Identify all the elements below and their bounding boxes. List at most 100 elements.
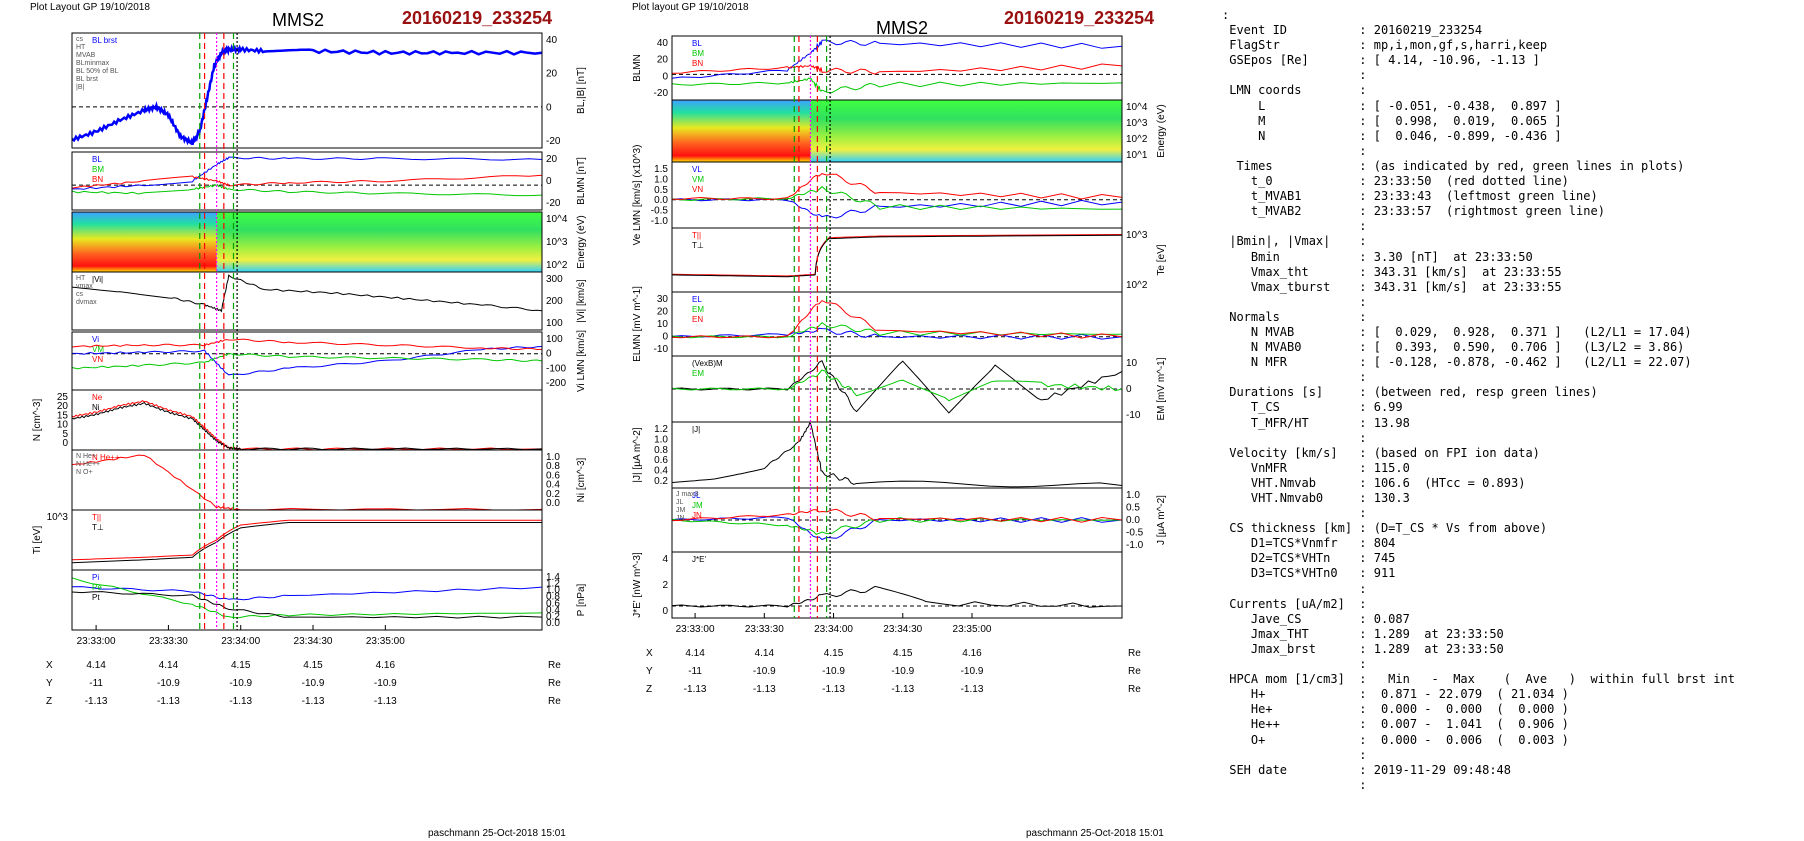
series-label: VM (692, 175, 704, 184)
summary-row: : (1222, 748, 1802, 763)
y-tick-label: 1.0 (1126, 490, 1140, 501)
spectrogram-post (216, 212, 542, 272)
summary-value: : [ -0.051, -0.438, 0.897 ] (1359, 98, 1562, 113)
y-tick-label: -10 (1126, 410, 1141, 421)
summary-key: |Bmin|, |Vmax| (1222, 234, 1360, 249)
summary-key: He+ (1222, 702, 1360, 717)
y-axis-label: EM [mV m^-1] (1156, 357, 1167, 420)
y-axis-label: P [nPa] (576, 583, 587, 616)
series--j- (671, 422, 1123, 488)
series-label: BN (692, 59, 703, 68)
summary-value: : (1359, 747, 1367, 762)
legend-entry: JL (676, 499, 684, 506)
summary-key: M (1222, 113, 1360, 128)
summary-key: GSEpos [Re] (1222, 53, 1360, 68)
summary-value: : 343.31 [km/s] at 23:33:55 (1359, 264, 1562, 279)
y-axis-label: |J| [µA m^-2] (632, 427, 643, 482)
summary-value: : (1359, 657, 1367, 672)
summary-key: N MFR (1222, 355, 1360, 370)
y-tick-label: 20 (546, 154, 558, 165)
summary-value: : 343.31 [km/s] at 23:33:55 (1359, 279, 1562, 294)
y-axis-label: Ve LMN [km/s] (x10^3) (632, 145, 643, 246)
summary-row: GSEpos [Re] : [ 4.14, -10.96, -1.13 ] (1222, 53, 1802, 68)
summary-value: : (1359, 430, 1367, 445)
position-value: -1.13 (229, 696, 252, 707)
series-bl-brst (71, 43, 543, 146)
legend-entry: cs (76, 36, 84, 43)
position-unit: Re (1128, 684, 1141, 695)
summary-key (1222, 778, 1359, 793)
y-tick-label: 10^3 (546, 237, 568, 248)
position-row-label: Y (46, 678, 53, 689)
left-plot-header: Plot Layout GP 19/10/2018 (30, 2, 150, 13)
y-tick-label: -1.0 (1126, 540, 1144, 551)
summary-row: : (1222, 144, 1802, 159)
summary-row: CS thickness [km] : (D=T_CS * Vs from ab… (1222, 521, 1802, 536)
series-label: T⊥ (692, 241, 704, 250)
position-value: -10.9 (157, 678, 180, 689)
summary-row: T_CS : 6.99 (1222, 400, 1802, 415)
series-vl (671, 198, 1123, 219)
summary-key (1222, 748, 1359, 763)
series-label: Pt (92, 593, 100, 602)
summary-row: : (1222, 219, 1802, 234)
series-vm (71, 352, 543, 370)
y-tick-label: 0.8 (546, 461, 560, 472)
summary-row: : (1222, 582, 1802, 597)
series-label: BM (92, 165, 104, 174)
y-tick-label: 100 (546, 334, 563, 345)
position-value: 4.15 (231, 660, 251, 671)
y-tick-label: 1.2 (546, 579, 560, 590)
position-value: -10.9 (961, 666, 984, 677)
position-value: -11 (89, 678, 103, 689)
spectrogram-pre (672, 100, 811, 162)
y-tick-label: 1.5 (654, 164, 668, 175)
summary-value: : (1359, 294, 1367, 309)
panel-right-2: 10^4 10^3 10^2 10^1 Energy (eV) (671, 99, 1167, 163)
summary-value: : (between red, resp green lines) (1359, 385, 1598, 400)
summary-value: : (1359, 777, 1367, 792)
series-label: VN (92, 355, 103, 364)
series-t- (71, 519, 542, 561)
position-value: -1.13 (822, 684, 845, 695)
y-axis-label: |Vi| [km/s] (576, 279, 587, 323)
series-pe (71, 577, 543, 619)
summary-row: L : [ -0.051, -0.438, 0.897 ] (1222, 99, 1802, 114)
series-em (671, 322, 1123, 339)
legend-entry: N O+ (76, 469, 93, 476)
summary-value: : (1359, 234, 1367, 249)
y-tick-label: 0.4 (654, 466, 668, 477)
series--vexb-m (671, 359, 1123, 414)
series-n-he- (71, 454, 543, 511)
series-label: Ne (92, 393, 103, 402)
y-tick-label: 0.0 (1126, 515, 1140, 526)
y-tick-label: 0.2 (546, 611, 560, 622)
summary-key: HPCA mom [1/cm3] (1222, 672, 1360, 687)
summary-row: t_MVAB1 : 23:33:43 (leftmost green line) (1222, 189, 1802, 204)
summary-row: : (1222, 657, 1802, 672)
y-tick-label: 0.8 (654, 445, 668, 456)
summary-row: |Bmin|, |Vmax| : (1222, 234, 1802, 249)
position-row-label: X (46, 660, 53, 671)
y-tick-label: 1.0 (546, 452, 560, 463)
position-value: 4.14 (685, 648, 705, 659)
summary-key: LMN coords (1222, 83, 1360, 98)
series-label: VM (92, 345, 104, 354)
summary-value: : (1359, 68, 1367, 83)
panel-frame (671, 291, 1123, 357)
summary-key: Jmax_brst (1222, 641, 1360, 656)
panel-frame (71, 449, 543, 511)
summary-value: : [ 4.14, -10.96, -1.13 ] (1359, 53, 1540, 68)
y-tick-label: -100 (546, 363, 566, 374)
series-t- (71, 522, 542, 564)
left-event-id: 20160219_233254 (402, 8, 553, 28)
y-axis-label: Te [eV] (1156, 244, 1167, 275)
summary-key: SEH date (1222, 762, 1360, 777)
position-value: -10.9 (891, 666, 914, 677)
series-label: BN (92, 175, 103, 184)
y-tick-label: -1.0 (651, 216, 669, 227)
summary-row: He++ : 0.007 - 1.041 ( 0.906 ) (1222, 717, 1802, 732)
y-tick-label: 0 (546, 176, 552, 187)
